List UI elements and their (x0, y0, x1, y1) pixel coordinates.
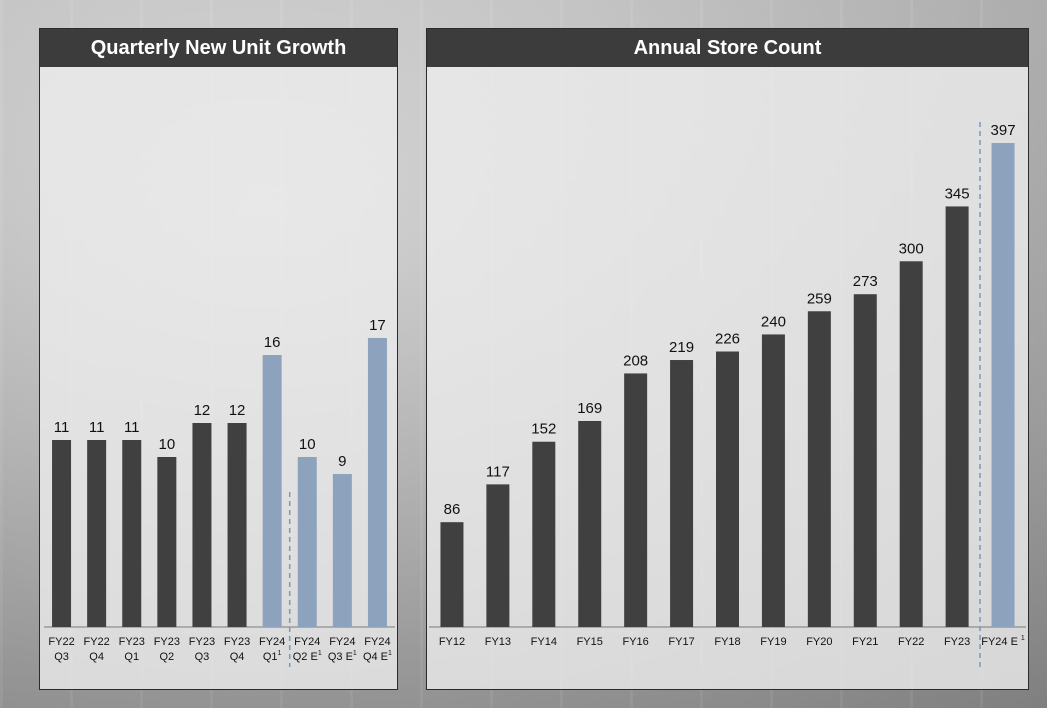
data-label: 11 (89, 419, 105, 436)
data-label: 226 (715, 330, 740, 347)
quarterly-growth-title: Quarterly New Unit Growth (40, 29, 397, 67)
data-label: 273 (853, 273, 878, 290)
data-label: 259 (807, 290, 832, 307)
x-tick-label: FY23 (154, 636, 180, 648)
bar (262, 355, 282, 627)
quarterly-growth-panel: Quarterly New Unit Growth 11 FY22 Q3 11 FY22… (39, 28, 398, 690)
footnote-marker: 1 (1021, 635, 1025, 642)
annual-store-count-chart: 86 FY12 117 FY13 152 FY14 169 FY15 208 FY16 219 FY1… (429, 122, 1026, 667)
x-tick-label: FY13 (485, 636, 511, 648)
footnote-marker: 1 (353, 650, 357, 657)
x-tick-label: FY14 (531, 636, 557, 648)
bar (991, 143, 1015, 627)
bar (52, 440, 72, 627)
x-tick-label: FY12 (439, 636, 465, 648)
quarterly-growth-chart: 11FY22Q311FY22Q411FY23Q110FY23Q212FY23Q3… (44, 317, 395, 667)
bar (578, 420, 602, 627)
data-label: 300 (899, 240, 924, 257)
data-label: 16 (264, 334, 281, 351)
x-tick-label: FY24 (329, 636, 355, 648)
bar (367, 338, 387, 627)
x-tick-label: FY22 (48, 636, 74, 648)
bar (192, 423, 212, 627)
x-tick-label-line2: Q4 E1 (363, 650, 392, 663)
bar (853, 294, 877, 627)
bar (807, 311, 831, 627)
data-label: 169 (577, 400, 602, 417)
x-tick-label-line2: Q3 E1 (328, 650, 357, 663)
x-tick-label-line2: Q11 (263, 650, 282, 663)
annual-store-count-title: Annual Store Count (427, 29, 1028, 67)
x-tick-label: FY23 (189, 636, 215, 648)
bar (945, 206, 969, 627)
x-tick-label-line2: Q2 E1 (293, 650, 322, 663)
data-label: 11 (54, 419, 70, 436)
data-label: 12 (229, 402, 246, 419)
bar (716, 351, 739, 627)
x-tick-label: FY20 (806, 636, 832, 648)
bar (157, 457, 177, 627)
x-tick-label-line2: Q4 (89, 651, 104, 663)
x-tick-label-line2: Q1 (124, 651, 139, 663)
data-label: 117 (486, 463, 510, 480)
x-tick-label: FY22 (898, 636, 924, 648)
data-label: 10 (159, 436, 176, 453)
bar (332, 474, 352, 627)
data-label: 9 (338, 453, 346, 470)
data-label: 208 (623, 352, 648, 369)
data-label: 240 (761, 313, 786, 330)
x-tick-label: FY21 (852, 636, 878, 648)
bar (122, 440, 142, 627)
data-label: 11 (124, 419, 140, 436)
bar (440, 522, 464, 627)
data-label: 17 (369, 317, 386, 334)
x-tick-label-line2: Q4 (230, 651, 245, 663)
bar (486, 484, 510, 627)
data-label: 397 (991, 122, 1016, 139)
annual-store-count-panel: Annual Store Count 86 FY12 117 FY13 152 FY14 1… (426, 28, 1029, 690)
bar (532, 441, 556, 627)
x-tick-label: FY18 (714, 636, 740, 648)
footnote-marker: 1 (318, 650, 322, 657)
x-tick-label: FY23 (224, 636, 250, 648)
data-label: 152 (531, 421, 556, 438)
bar (87, 440, 107, 627)
data-label: 86 (444, 501, 461, 518)
x-tick-label: FY17 (668, 636, 694, 648)
x-tick-label: FY15 (577, 636, 603, 648)
x-tick-label: FY24 (259, 636, 285, 648)
bar (899, 261, 923, 627)
data-label: 12 (194, 402, 211, 419)
data-label: 345 (945, 185, 970, 202)
footnote-marker: 1 (388, 650, 392, 657)
bar (227, 423, 247, 627)
footnote-marker: 1 (278, 650, 282, 657)
x-tick-label-line2: Q3 (54, 651, 69, 663)
x-tick-label: FY19 (760, 636, 786, 648)
x-tick-label: FY23 (944, 636, 970, 648)
data-label: 219 (669, 339, 694, 356)
x-tick-label: FY24 (294, 636, 320, 648)
x-tick-label: FY24 (364, 636, 390, 648)
x-tick-label: FY23 (119, 636, 145, 648)
bar (670, 360, 694, 627)
bar (297, 457, 317, 627)
data-label: 10 (299, 436, 316, 453)
bar (624, 373, 648, 627)
x-tick-label: FY16 (623, 636, 649, 648)
x-tick-label-line2: Q2 (160, 651, 175, 663)
x-tick-label-line2: Q3 (195, 651, 210, 663)
x-tick-label: FY22 (84, 636, 110, 648)
bar (761, 334, 785, 627)
